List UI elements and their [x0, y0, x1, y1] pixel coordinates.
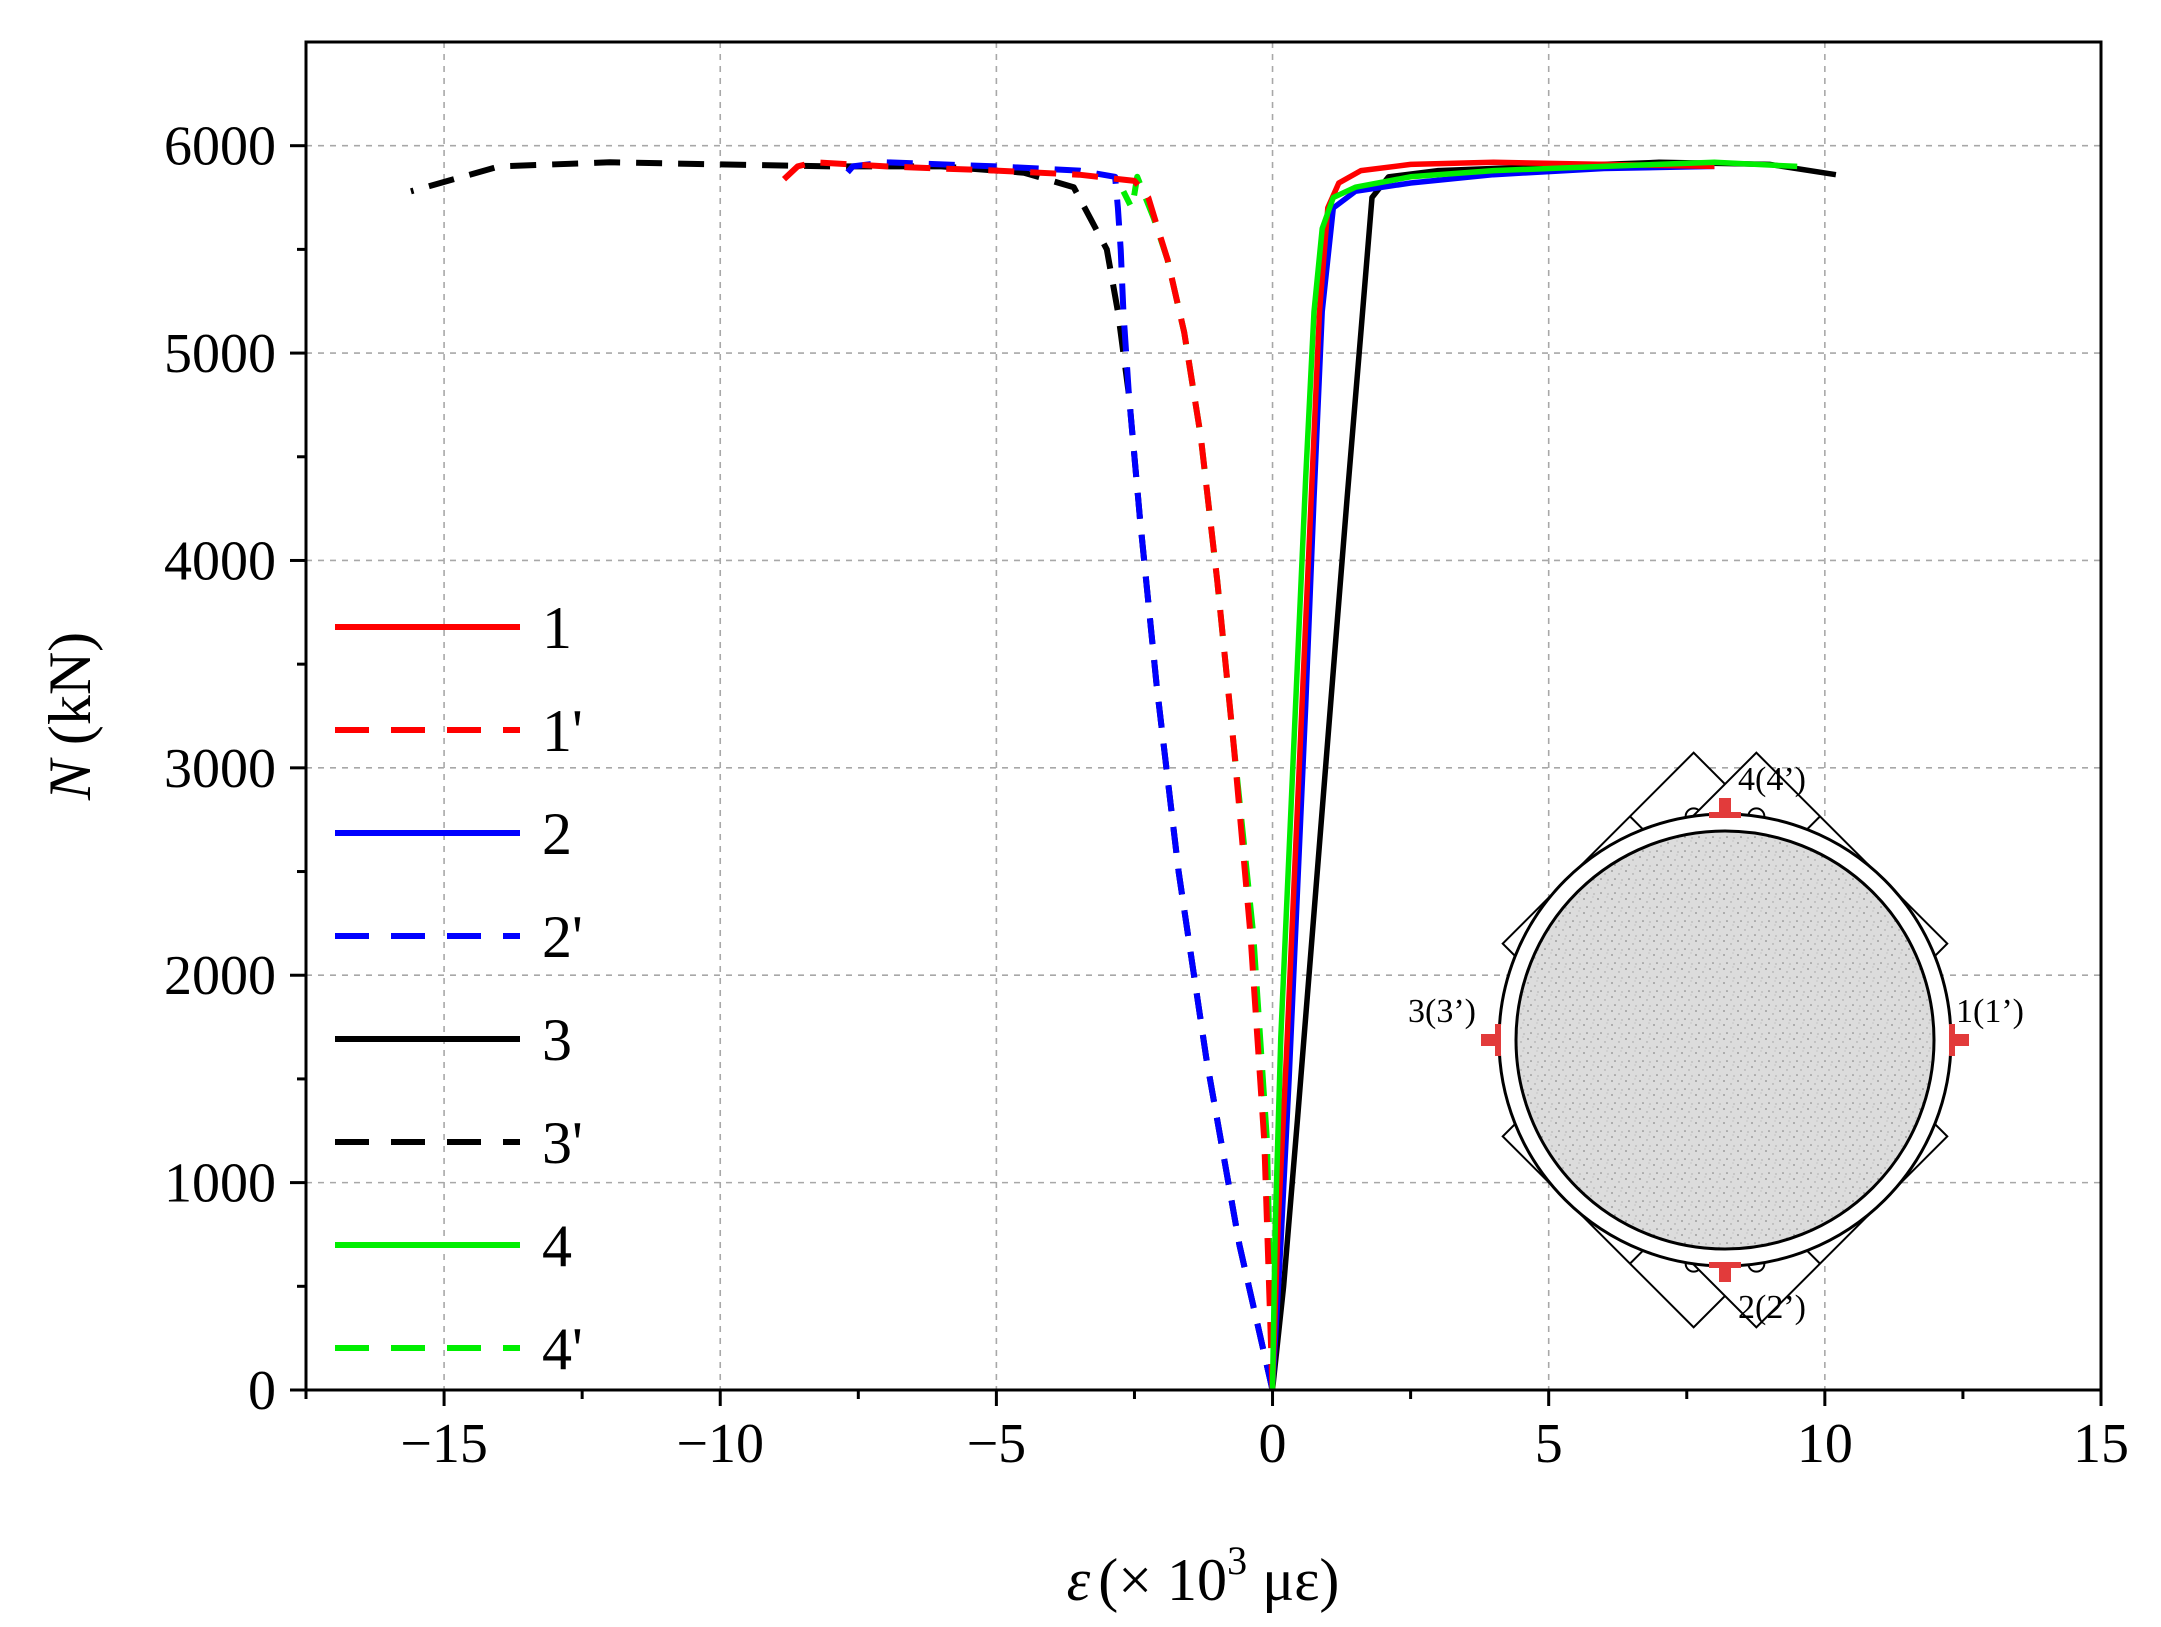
gauge-top-base	[1709, 812, 1741, 818]
y-axis-symbol: N	[37, 757, 103, 801]
x-axis-exponent: 3	[1227, 1538, 1247, 1583]
x-tick-label: 5	[1535, 1413, 1563, 1475]
series-line-1	[1269, 159, 1715, 1391]
gauge-bottom-stem	[1719, 1264, 1731, 1282]
x-tick-label: −15	[400, 1413, 488, 1475]
y-tick-label: 4000	[164, 530, 276, 592]
series-line-1-prime	[773, 159, 1276, 1391]
x-tick-label: 0	[1259, 1413, 1287, 1475]
inset-concrete-core	[1514, 829, 1936, 1251]
axis-ticks: −15 −10 −5 0 5 10 15 0 1000 2000 3000 4000 5000 6000	[164, 116, 2129, 1475]
plot-frame	[304, 40, 2103, 1392]
y-tick-label: 6000	[164, 116, 276, 178]
legend-label: 2	[542, 801, 572, 867]
x-axis-unit-prefix: (× 10	[1098, 1547, 1227, 1613]
legend-label: 4	[542, 1213, 572, 1279]
cross-section-inset: 4(4’) 3(3’) 1(1’) 2(2’)	[1408, 751, 2024, 1329]
legend: 1 1' 2 2' 3 3' 4 4'	[335, 595, 583, 1382]
y-tick-label: 1000	[164, 1153, 276, 1215]
x-tick-label: 10	[1797, 1413, 1853, 1475]
legend-label: 1'	[542, 698, 583, 764]
x-tick-label: −5	[967, 1413, 1027, 1475]
inset-label-top: 4(4’)	[1738, 761, 1806, 798]
grid-lines	[306, 42, 2101, 1390]
y-tick-label: 2000	[164, 945, 276, 1007]
gauge-bottom-base	[1709, 1262, 1741, 1268]
series-line-4-prime	[1120, 173, 1276, 1391]
gauge-right-base	[1949, 1024, 1955, 1056]
x-tick-label: 15	[2073, 1413, 2129, 1475]
x-axis-symbol: ε	[1067, 1547, 1091, 1613]
legend-label: 3	[542, 1007, 572, 1073]
series-line-2-prime	[839, 159, 1276, 1391]
x-axis-title: ε (× 103 με)	[1067, 1538, 1340, 1613]
legend-label: 3'	[542, 1110, 583, 1176]
y-tick-label: 3000	[164, 738, 276, 800]
inset-label-left: 3(3’)	[1408, 993, 1476, 1030]
inset-gauges	[1481, 798, 1969, 1282]
legend-label: 4'	[542, 1316, 583, 1382]
x-axis-unit-suffix: με)	[1247, 1547, 1339, 1613]
x-tick-label: −10	[676, 1413, 764, 1475]
gauge-right-stem	[1951, 1034, 1969, 1046]
inset-label-bottom: 2(2’)	[1738, 1289, 1806, 1326]
y-axis-title: N (kN)	[37, 632, 103, 801]
gauge-top-stem	[1719, 798, 1731, 816]
gauge-left-stem	[1481, 1034, 1499, 1046]
y-tick-label: 0	[248, 1360, 276, 1422]
y-tick-label: 5000	[164, 323, 276, 385]
series-lines	[410, 159, 1837, 1391]
inset-label-right: 1(1’)	[1956, 993, 2024, 1030]
series-line-3-prime	[410, 159, 1276, 1391]
gauge-left-base	[1495, 1024, 1501, 1056]
legend-label: 1	[542, 595, 572, 661]
y-axis-unit: (kN)	[37, 632, 103, 760]
legend-label: 2'	[542, 904, 583, 970]
series-line-4	[1269, 159, 1798, 1391]
